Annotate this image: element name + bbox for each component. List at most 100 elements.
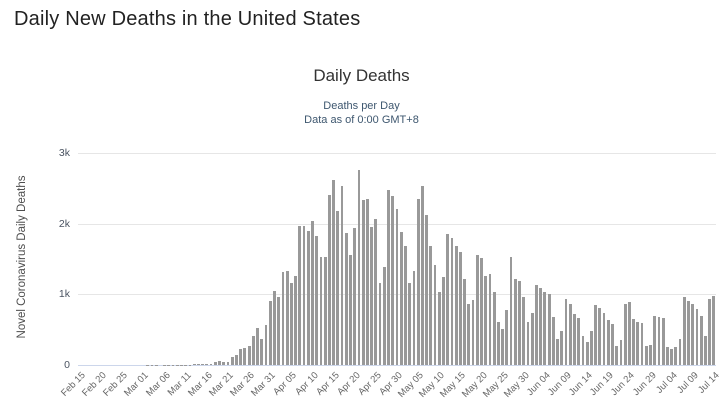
bar[interactable] [302, 225, 306, 365]
bar[interactable] [361, 199, 365, 365]
bar[interactable] [277, 296, 281, 365]
bar[interactable] [632, 319, 635, 365]
bar[interactable] [598, 308, 602, 365]
bar[interactable] [547, 294, 551, 365]
bar[interactable] [505, 310, 509, 365]
bar[interactable] [332, 179, 336, 365]
bar[interactable] [627, 302, 631, 365]
bar[interactable] [412, 271, 416, 365]
bar[interactable] [281, 271, 285, 365]
bar[interactable] [340, 185, 344, 365]
bar[interactable] [446, 234, 450, 365]
bar[interactable] [492, 291, 496, 365]
bar[interactable] [678, 338, 682, 365]
bar[interactable] [387, 190, 390, 365]
bar[interactable] [349, 254, 352, 365]
bar[interactable] [708, 299, 712, 365]
bar[interactable] [222, 361, 226, 365]
bar[interactable] [366, 198, 369, 365]
bar[interactable] [704, 336, 707, 365]
bar[interactable] [285, 271, 289, 365]
bar[interactable] [298, 225, 302, 365]
bar[interactable] [551, 316, 555, 365]
bar[interactable] [539, 288, 543, 365]
bar[interactable] [513, 278, 517, 365]
bar[interactable] [243, 347, 247, 365]
bar[interactable] [619, 339, 623, 365]
bar[interactable] [573, 314, 576, 365]
bar[interactable] [374, 219, 378, 365]
bar[interactable] [691, 303, 695, 365]
bar[interactable] [577, 318, 581, 365]
bar[interactable] [315, 235, 319, 365]
bar[interactable] [682, 297, 686, 365]
bar[interactable] [437, 291, 441, 365]
bar[interactable] [395, 209, 399, 365]
bar[interactable] [306, 230, 310, 365]
bar[interactable] [353, 227, 357, 365]
bar[interactable] [268, 300, 272, 365]
bar[interactable] [458, 252, 462, 365]
bar[interactable] [450, 237, 454, 365]
bar[interactable] [568, 304, 572, 365]
bar[interactable] [522, 297, 526, 365]
bar[interactable] [247, 346, 251, 365]
bar[interactable] [526, 322, 530, 365]
bar[interactable] [556, 338, 559, 365]
bar[interactable] [712, 296, 716, 365]
bar[interactable] [294, 276, 297, 365]
bar[interactable] [564, 298, 568, 365]
bar[interactable] [399, 231, 403, 365]
bar[interactable] [674, 346, 678, 365]
bar[interactable] [226, 361, 230, 365]
bar[interactable] [408, 283, 412, 365]
bar[interactable] [657, 316, 661, 365]
bar[interactable] [623, 304, 627, 365]
bar[interactable] [497, 322, 500, 365]
bar[interactable] [205, 363, 209, 365]
bar[interactable] [378, 283, 382, 365]
bar[interactable] [336, 211, 340, 365]
bar[interactable] [323, 256, 327, 365]
bar[interactable] [328, 194, 331, 365]
bar[interactable] [471, 299, 475, 365]
bar[interactable] [192, 364, 196, 365]
bar[interactable] [273, 291, 276, 365]
bar[interactable] [475, 255, 479, 365]
bar[interactable] [370, 226, 374, 365]
bar[interactable] [589, 331, 593, 365]
bar[interactable] [666, 347, 669, 365]
bar[interactable] [319, 257, 323, 365]
bar[interactable] [640, 322, 644, 365]
bar[interactable] [543, 292, 547, 365]
bar[interactable] [260, 339, 264, 365]
bar[interactable] [213, 362, 217, 365]
bar[interactable] [256, 328, 259, 365]
bar[interactable] [420, 186, 424, 365]
bar[interactable] [454, 245, 458, 365]
bar[interactable] [687, 301, 690, 365]
bar[interactable] [433, 264, 437, 365]
bar[interactable] [429, 245, 433, 365]
bar[interactable] [488, 273, 492, 365]
bar[interactable] [644, 345, 648, 365]
bar[interactable] [197, 364, 200, 365]
bar[interactable] [382, 267, 386, 365]
bar[interactable] [442, 277, 445, 365]
bar[interactable] [530, 313, 534, 365]
bar[interactable] [661, 318, 665, 365]
bar[interactable] [501, 329, 505, 365]
bar[interactable] [264, 324, 268, 365]
bar[interactable] [585, 341, 589, 365]
bar[interactable] [670, 348, 674, 365]
bar[interactable] [649, 344, 652, 365]
bar[interactable] [416, 198, 420, 365]
bar[interactable] [581, 335, 585, 365]
bar[interactable] [611, 324, 614, 365]
bar[interactable] [653, 316, 657, 365]
bar[interactable] [606, 319, 610, 365]
bar[interactable] [218, 361, 221, 365]
bar[interactable] [404, 245, 407, 365]
bar[interactable] [201, 364, 205, 365]
bar[interactable] [594, 305, 597, 365]
